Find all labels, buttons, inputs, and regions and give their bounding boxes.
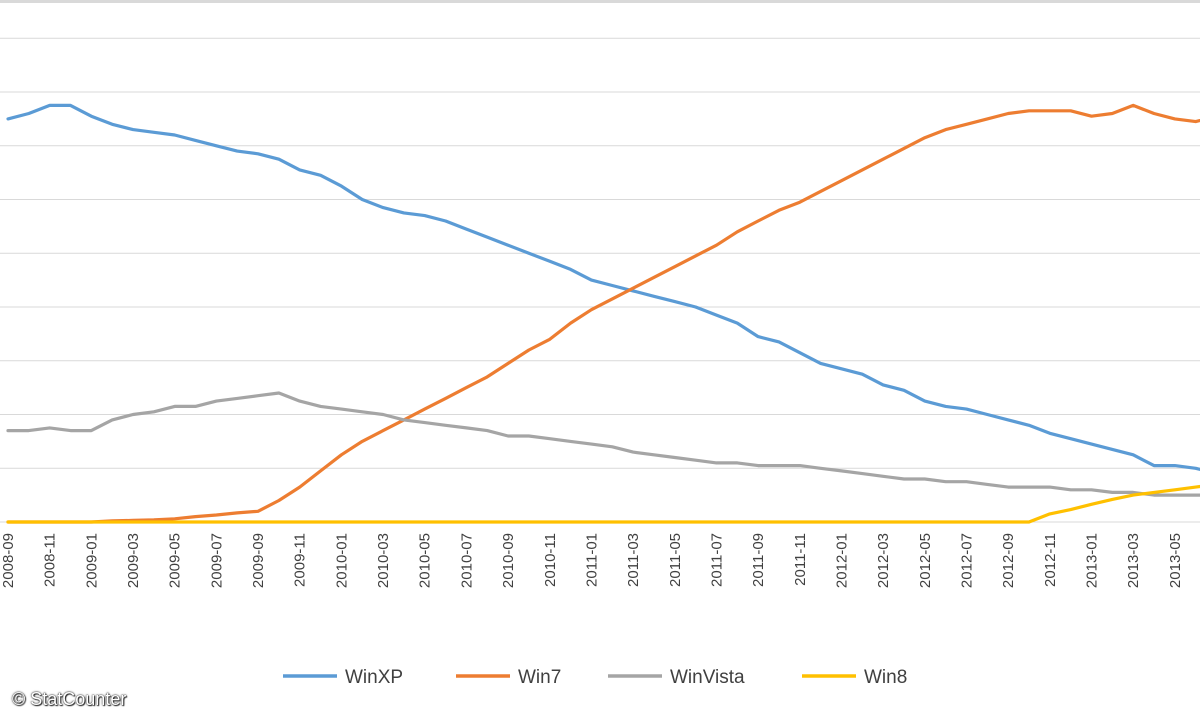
x-axis-tick-labels: 2008-09 2008-11 2009-01 2009-03 2009-05 2009-…	[0, 533, 1184, 588]
x-tick-label: 2010-11	[542, 533, 559, 587]
x-tick-label: 2009-11	[292, 533, 309, 587]
x-tick-label: 2012-01	[834, 533, 851, 588]
x-tick-label: 2011-11	[792, 533, 809, 586]
legend-label-win7: Win7	[518, 667, 561, 688]
x-tick-label: 2012-03	[875, 533, 892, 588]
x-tick-label: 2013-01	[1084, 533, 1101, 588]
x-tick-label: 2010-01	[333, 533, 350, 588]
statcounter-watermark: © StatCounter	[12, 689, 127, 709]
series-line-winvista	[6, 391, 1200, 497]
x-tick-label: 2011-05	[667, 533, 684, 587]
x-tick-label: 2009-09	[250, 533, 267, 588]
x-tick-label: 2008-11	[42, 533, 59, 587]
legend-label-winxp: WinXP	[345, 667, 403, 688]
series-lines	[6, 103, 1200, 524]
x-tick-label: 2009-03	[125, 533, 142, 588]
x-tick-label: 2009-01	[83, 533, 100, 588]
x-tick-label: 2009-07	[208, 533, 225, 588]
x-tick-label: 2012-09	[1000, 533, 1017, 588]
x-tick-label: 2011-09	[750, 533, 767, 587]
x-tick-label: 2012-07	[959, 533, 976, 588]
x-tick-label: 2010-03	[375, 533, 392, 588]
legend: WinXP Win7 WinVista Win8	[283, 667, 907, 688]
x-tick-label: 2013-05	[1167, 533, 1184, 588]
x-tick-label: 2011-01	[583, 533, 600, 587]
series-line-winxp	[6, 103, 1200, 472]
x-tick-label: 2008-09	[0, 533, 17, 588]
x-tick-label: 2013-03	[1125, 533, 1142, 588]
series-line-win7	[6, 103, 1200, 524]
x-tick-label: 2011-07	[709, 533, 726, 587]
legend-label-winvista: WinVista	[670, 667, 745, 688]
x-tick-label: 2010-09	[500, 533, 517, 588]
x-tick-label: 2012-11	[1042, 533, 1059, 587]
x-tick-label: 2012-05	[917, 533, 934, 588]
x-tick-label: 2011-03	[625, 533, 642, 587]
x-tick-label: 2010-07	[458, 533, 475, 588]
x-tick-label: 2009-05	[167, 533, 184, 588]
series-line-win8	[6, 484, 1200, 524]
x-tick-label: 2010-05	[417, 533, 434, 588]
legend-label-win8: Win8	[864, 667, 907, 688]
line-chart: 2008-09 2008-11 2009-01 2009-03 2009-05 2009-…	[0, 37, 1200, 688]
